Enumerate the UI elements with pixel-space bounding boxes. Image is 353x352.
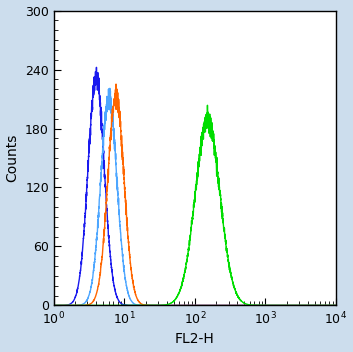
Y-axis label: Counts: Counts (6, 134, 19, 182)
X-axis label: FL2-H: FL2-H (175, 332, 215, 346)
